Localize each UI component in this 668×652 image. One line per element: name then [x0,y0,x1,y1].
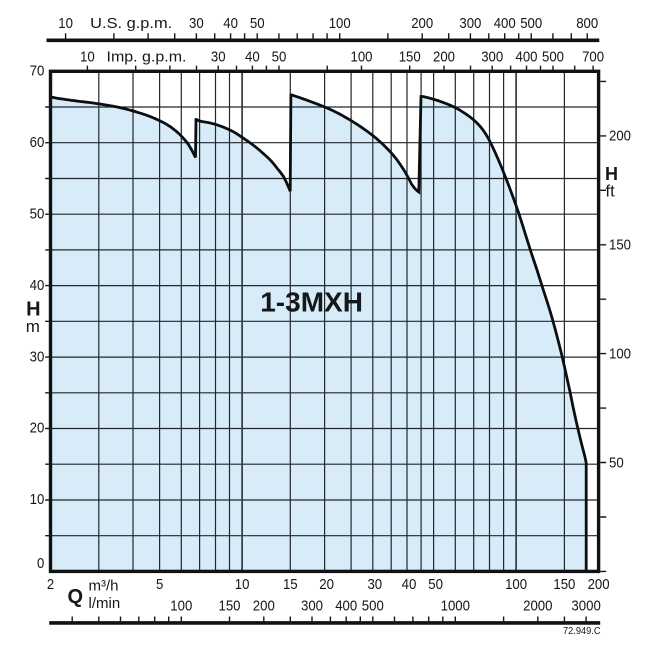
svg-text:3000: 3000 [571,597,600,614]
svg-text:ft: ft [606,183,616,201]
svg-text:2000: 2000 [523,597,552,614]
svg-text:60: 60 [30,134,45,151]
svg-text:10: 10 [58,15,73,32]
svg-text:50: 50 [609,454,624,471]
svg-text:100: 100 [329,15,351,32]
svg-text:100: 100 [505,576,527,593]
svg-text:400: 400 [335,597,357,614]
svg-text:5: 5 [156,576,163,593]
svg-text:U.S. g.p.m.: U.S. g.p.m. [90,15,172,32]
svg-text:200: 200 [411,15,433,32]
svg-text:800: 800 [576,15,598,32]
svg-text:50: 50 [250,15,265,32]
svg-text:30: 30 [211,48,226,65]
svg-text:300: 300 [301,597,323,614]
svg-text:500: 500 [362,597,384,614]
svg-text:40: 40 [402,576,417,593]
svg-text:40: 40 [245,48,260,65]
svg-text:150: 150 [553,576,575,593]
svg-text:150: 150 [399,48,421,65]
svg-text:1-3MXH: 1-3MXH [260,286,363,317]
svg-text:500: 500 [542,48,564,65]
svg-text:300: 300 [481,48,503,65]
svg-text:500: 500 [520,15,542,32]
svg-text:50: 50 [428,576,443,593]
svg-text:150: 150 [609,237,631,254]
svg-text:200: 200 [433,48,455,65]
svg-text:Imp. g.p.m.: Imp. g.p.m. [107,48,187,65]
svg-text:70: 70 [30,63,45,80]
svg-text:200: 200 [588,576,610,593]
svg-text:50: 50 [30,205,45,222]
svg-text:50: 50 [272,48,287,65]
svg-text:20: 20 [319,576,334,593]
svg-text:100: 100 [170,597,192,614]
svg-text:H: H [26,299,40,321]
svg-text:200: 200 [609,128,631,145]
svg-text:Q: Q [68,586,84,608]
svg-text:100: 100 [609,345,631,362]
svg-text:200: 200 [253,597,275,614]
svg-text:10: 10 [235,576,250,593]
svg-text:m: m [26,317,40,336]
svg-text:H: H [605,164,618,184]
svg-text:72.949.C: 72.949.C [563,626,601,637]
svg-text:10: 10 [80,48,95,65]
svg-text:10: 10 [30,491,45,508]
svg-text:40: 40 [223,15,238,32]
svg-text:700: 700 [582,48,604,65]
svg-text:20: 20 [30,420,45,437]
svg-text:1000: 1000 [441,597,470,614]
svg-text:l/min: l/min [89,595,121,612]
svg-text:15: 15 [283,576,298,593]
svg-text:0: 0 [37,555,44,572]
svg-text:30: 30 [367,576,382,593]
svg-text:m³/h: m³/h [89,578,119,595]
svg-text:40: 40 [30,277,45,294]
svg-text:30: 30 [30,348,45,365]
svg-text:400: 400 [516,48,538,65]
svg-text:2: 2 [47,576,54,593]
svg-text:150: 150 [219,597,241,614]
svg-text:100: 100 [351,48,373,65]
svg-text:400: 400 [494,15,516,32]
svg-text:30: 30 [189,15,204,32]
svg-text:300: 300 [459,15,481,32]
